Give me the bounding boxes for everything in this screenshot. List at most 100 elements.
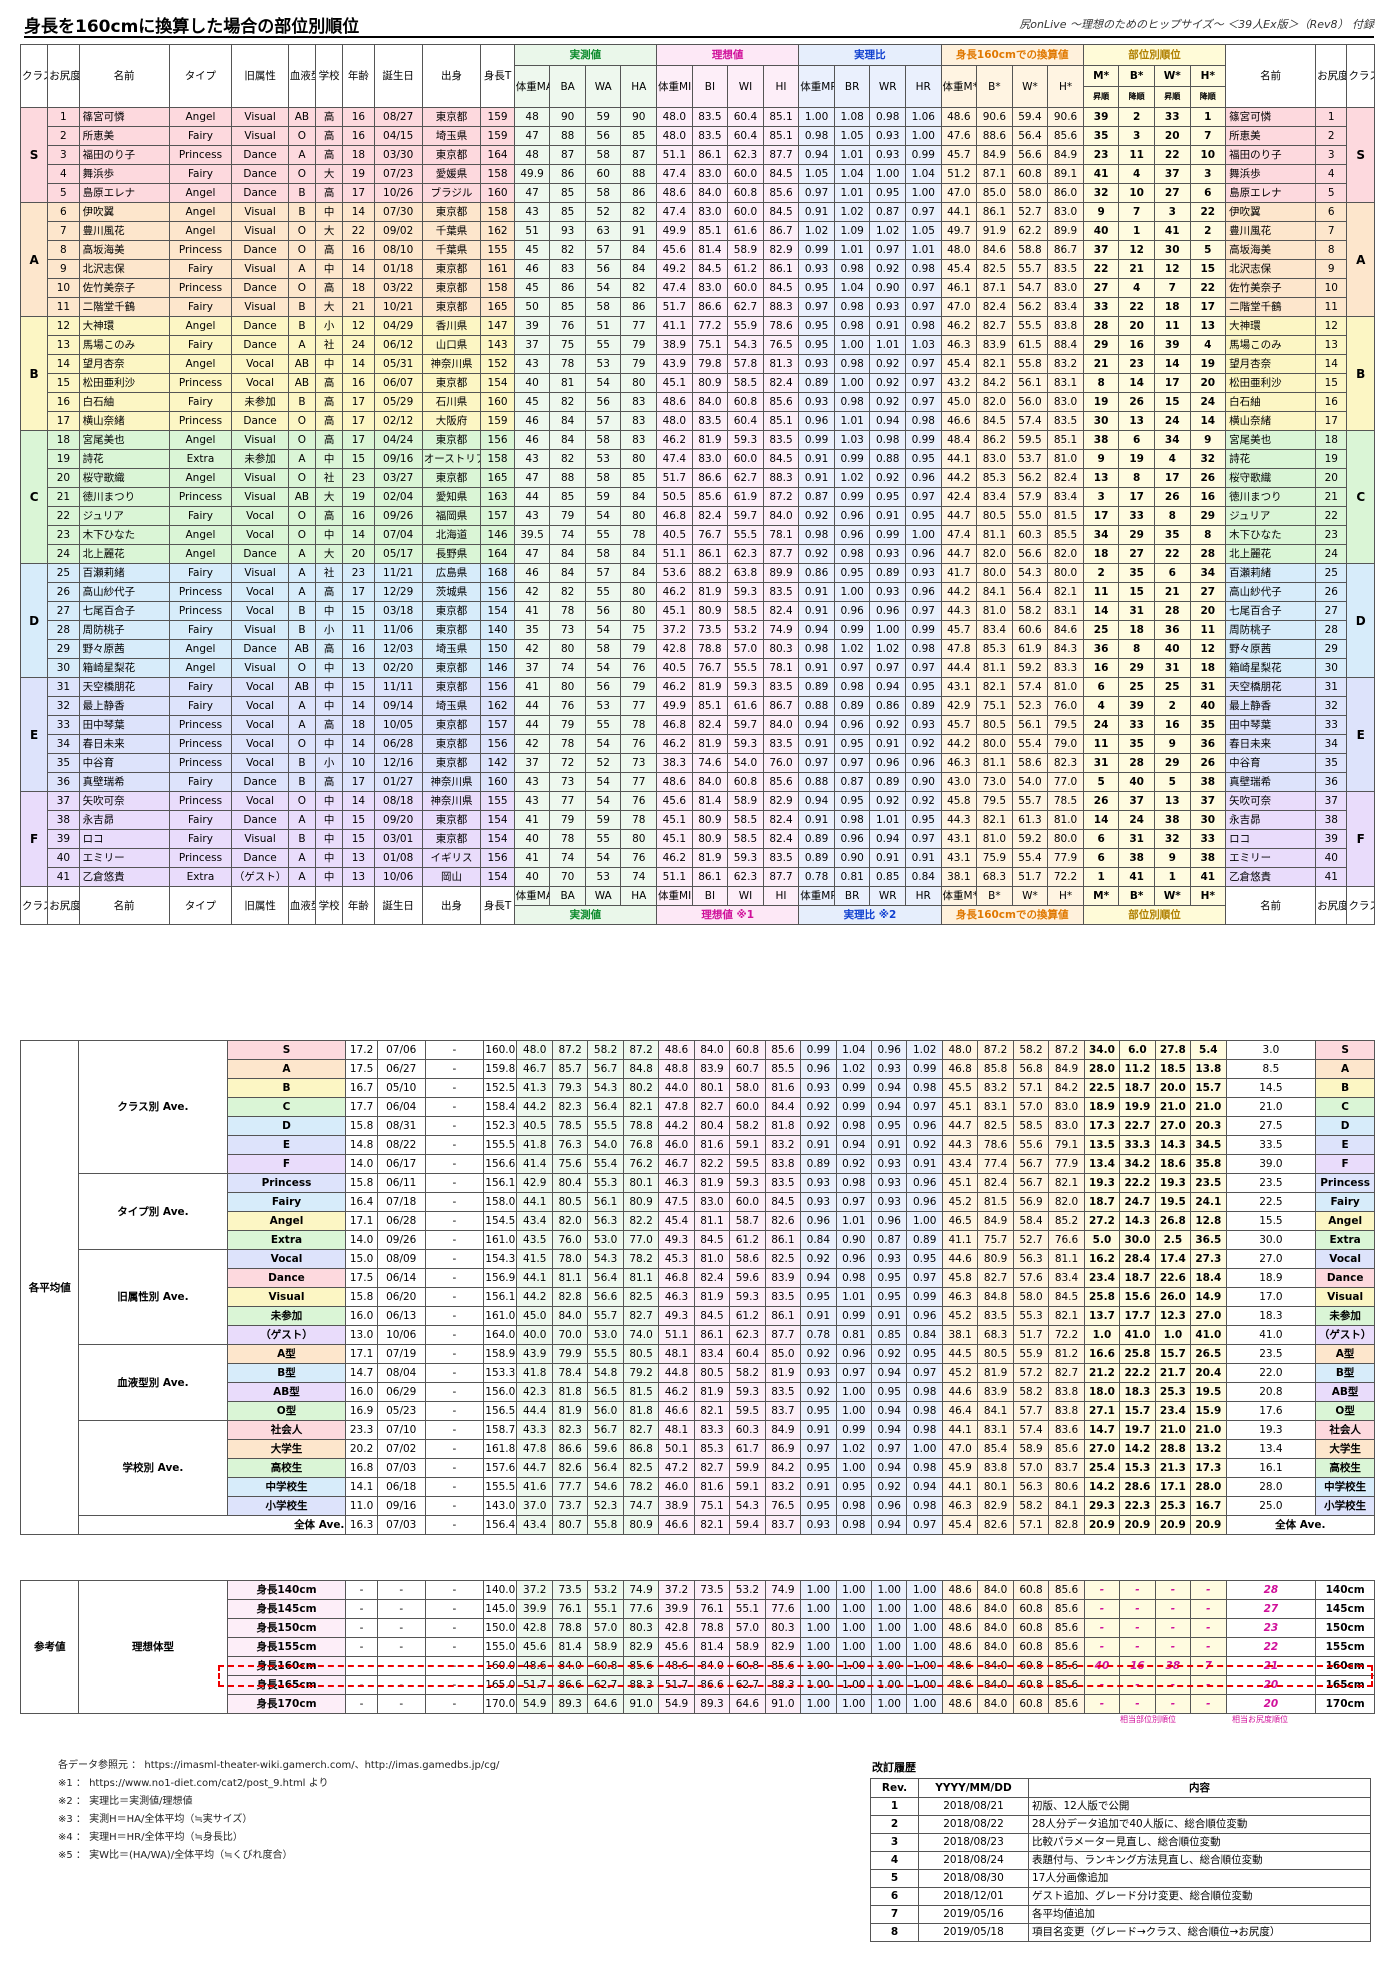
- value-cell: 74: [549, 658, 586, 678]
- value-cell: 44.2: [940, 582, 978, 602]
- school-cell: 大: [315, 164, 344, 184]
- ref-value-cell: 1.00: [835, 1656, 873, 1676]
- avg-value-cell: 14.3: [1119, 1211, 1156, 1231]
- avg-value-cell: 59.1: [729, 1135, 766, 1155]
- bday-cell: 06/07: [373, 373, 423, 393]
- foot-mS: 体重M*: [940, 886, 978, 906]
- hip-rank-cell: 6: [47, 202, 80, 222]
- value-cell: 90: [620, 107, 658, 127]
- value-cell: 45: [513, 278, 551, 298]
- ref-value-cell: 1.00: [835, 1675, 873, 1695]
- value-cell: 83.4: [976, 620, 1013, 640]
- col-blood: 血液型: [287, 44, 317, 108]
- value-cell: 86.7: [762, 221, 800, 241]
- value-cell: 12: [1118, 240, 1155, 260]
- value-cell: 79: [620, 677, 658, 697]
- hip-rank-cell: 7: [47, 221, 80, 241]
- hip-rank-cell-right: 26: [1315, 582, 1348, 602]
- avg-value-cell: 84.8: [622, 1059, 660, 1079]
- avg-value-cell: 25.3: [1154, 1496, 1192, 1516]
- value-cell: 44: [513, 715, 551, 735]
- avg-value-cell: 35.8: [1190, 1154, 1227, 1174]
- value-cell: 0.91: [904, 848, 942, 868]
- table-row: 27 七尾百合子 Princess Vocal B 中 15 03/18 東京都 154 41 78 5…: [21, 601, 1375, 621]
- avg-base-cell: -: [424, 1173, 485, 1193]
- avg-value-cell: 81.6: [764, 1078, 802, 1098]
- avg-value-cell: 37.0: [516, 1496, 553, 1516]
- blood-cell: O: [287, 240, 317, 260]
- value-cell: 32: [1082, 183, 1120, 203]
- ref-value-cell: 73.5: [693, 1580, 731, 1600]
- name-cell: 乙倉悠貴: [78, 867, 170, 887]
- value-cell: 60.0: [727, 449, 764, 469]
- avg-base-cell: 143.0: [483, 1496, 518, 1516]
- avg-value-cell: 0.99: [835, 1097, 873, 1117]
- hip-rank-cell-right: 5: [1315, 183, 1348, 203]
- ref-value-cell: 51.7: [658, 1675, 695, 1695]
- attr-cell: Visual: [231, 126, 289, 146]
- value-cell: 93: [549, 221, 586, 241]
- ref-label-cell-right: 140cm: [1315, 1580, 1375, 1600]
- avg-value-cell: 81.1: [622, 1268, 660, 1288]
- avg-row: 各平均値 クラス別 Ave. S 17.2 07/06-160.0 48.0 87.2 58.…: [19, 1040, 1375, 1535]
- avg-value-cell: 81.9: [693, 1287, 731, 1307]
- avg-value-cell: 81.1: [551, 1268, 589, 1288]
- value-cell: 1.01: [869, 810, 906, 830]
- table-row: B 12 大神環 Angel Dance B 小 12 04/29 香川県 147 39 76 51 77 4…: [19, 316, 1375, 431]
- avg-value-cell: 0.92: [800, 1116, 837, 1136]
- value-cell: 28: [1118, 753, 1155, 773]
- value-cell: 80.0: [976, 563, 1013, 583]
- school-cell: 中: [315, 202, 344, 222]
- avg-value-cell: 59.5: [729, 1154, 766, 1174]
- value-cell: 83: [620, 411, 658, 431]
- age-cell: 23: [342, 563, 375, 583]
- avg-value-cell: 57.0: [1012, 1458, 1050, 1478]
- table-row: 23 木下ひなた Angel Vocal O 中 14 07/04 北海道 146 39.5 74 55…: [21, 525, 1375, 545]
- avg-base-cell: 08/22: [376, 1135, 426, 1155]
- avg-value-cell: 80.9: [622, 1192, 660, 1212]
- bday-cell: 08/10: [373, 240, 423, 260]
- foot-mA: 体重MA: [513, 886, 551, 906]
- avg-base-cell: 161.8: [483, 1439, 518, 1459]
- avg-value-cell: 28.0: [1083, 1059, 1121, 1079]
- origin-cell: 神奈川県: [421, 791, 482, 811]
- avg-value-cell: 56.0: [587, 1401, 624, 1421]
- value-cell: 0.98: [833, 810, 871, 830]
- value-cell: 36: [1189, 734, 1227, 754]
- avg-hip-cell: 41.0: [1225, 1325, 1317, 1345]
- value-cell: 0.99: [869, 525, 906, 545]
- age-cell: 15: [342, 449, 375, 469]
- value-cell: 25: [1082, 620, 1120, 640]
- value-cell: 55.5: [727, 525, 764, 545]
- value-cell: 11: [1082, 734, 1120, 754]
- ref-value-cell: 60.8: [1012, 1694, 1050, 1714]
- hip-rank-cell-right: 21: [1315, 487, 1348, 507]
- name-cell-right: 田中琴葉: [1225, 715, 1317, 735]
- avg-value-cell: 1.01: [835, 1287, 873, 1307]
- ref-value-cell: 60.8: [587, 1656, 624, 1676]
- hip-rank-cell-right: 31: [1315, 677, 1348, 697]
- value-cell: 26: [1082, 791, 1120, 811]
- value-cell: 55: [584, 715, 622, 735]
- value-cell: 79: [620, 354, 658, 374]
- value-cell: 58: [584, 544, 622, 564]
- foot-mR: 体重MR: [798, 886, 835, 906]
- avg-value-cell: 0.93: [800, 1078, 837, 1098]
- value-cell: 49.9: [513, 164, 551, 184]
- value-cell: 0.89: [798, 848, 835, 868]
- avg-base-cell: -: [424, 1078, 485, 1098]
- bday-cell: 02/20: [373, 658, 423, 678]
- attr-cell: Vocal: [231, 791, 289, 811]
- rev-date: 2019/05/16: [918, 1905, 1029, 1924]
- value-cell: 46.2: [940, 316, 978, 336]
- ref-value-cell: 88.3: [764, 1675, 802, 1695]
- value-cell: 86.1: [976, 202, 1013, 222]
- value-cell: 0.86: [798, 563, 835, 583]
- avg-value-cell: 84.9: [977, 1211, 1014, 1231]
- name-cell-right: 望月杏奈: [1225, 354, 1317, 374]
- avg-value-cell: 0.92: [871, 1344, 908, 1364]
- name-cell-right: 周防桃子: [1225, 620, 1317, 640]
- age-cell: 15: [342, 677, 375, 697]
- avg-value-cell: 1.02: [835, 1059, 873, 1079]
- type-cell: Angel: [168, 316, 233, 336]
